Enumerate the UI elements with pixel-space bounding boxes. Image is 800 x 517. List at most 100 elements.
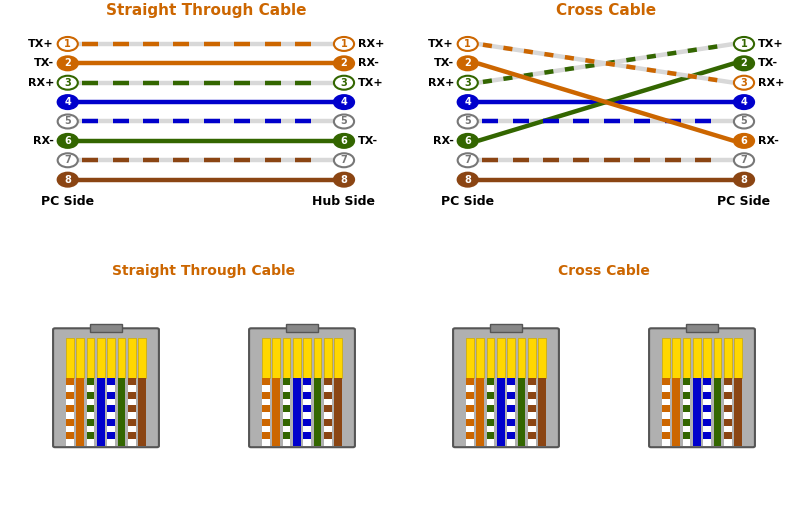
Circle shape xyxy=(734,56,754,70)
Bar xyxy=(262,412,270,419)
Bar xyxy=(66,399,74,405)
Bar xyxy=(76,338,84,378)
Bar xyxy=(282,385,290,392)
Bar xyxy=(303,419,311,425)
Bar xyxy=(128,385,136,392)
Bar xyxy=(324,399,332,405)
Bar xyxy=(466,425,474,432)
Bar xyxy=(528,412,536,419)
Text: 6: 6 xyxy=(464,136,471,146)
Circle shape xyxy=(334,56,354,70)
Bar xyxy=(682,392,690,399)
Bar xyxy=(486,439,494,446)
Bar xyxy=(293,338,301,378)
Bar xyxy=(538,338,546,378)
Bar xyxy=(128,405,136,412)
Bar xyxy=(507,385,515,392)
Circle shape xyxy=(458,56,478,70)
Bar xyxy=(662,378,670,385)
Text: Straight Through Cable: Straight Through Cable xyxy=(113,264,295,279)
Circle shape xyxy=(734,37,754,51)
Bar xyxy=(66,439,74,446)
Text: Cross Cable: Cross Cable xyxy=(558,264,650,279)
Text: TX-: TX- xyxy=(34,58,54,68)
Bar xyxy=(324,392,332,399)
Text: RX-: RX- xyxy=(433,136,454,146)
Bar xyxy=(724,385,732,392)
Bar xyxy=(86,405,94,412)
Bar xyxy=(128,338,136,378)
Bar xyxy=(486,385,494,392)
Bar xyxy=(466,412,474,419)
Bar xyxy=(714,378,722,446)
Circle shape xyxy=(734,95,754,109)
Bar xyxy=(118,338,126,378)
Bar xyxy=(107,399,115,405)
Text: Straight Through Cable: Straight Through Cable xyxy=(106,3,306,18)
Bar xyxy=(682,399,690,405)
Text: TX-: TX- xyxy=(758,58,778,68)
Bar xyxy=(324,412,332,419)
Bar xyxy=(66,338,74,378)
Text: 7: 7 xyxy=(464,155,471,165)
Bar xyxy=(507,338,515,378)
Bar xyxy=(507,392,515,399)
Bar xyxy=(466,399,474,405)
Text: RX-: RX- xyxy=(358,58,378,68)
Bar xyxy=(734,338,742,378)
Bar xyxy=(682,385,690,392)
Bar xyxy=(107,405,115,412)
Bar xyxy=(486,425,494,432)
Bar xyxy=(107,385,115,392)
Bar xyxy=(86,392,94,399)
Bar xyxy=(703,432,711,439)
Bar xyxy=(490,324,522,332)
Bar xyxy=(734,378,742,446)
Bar xyxy=(282,399,290,405)
Bar xyxy=(107,412,115,419)
Text: Hub Side: Hub Side xyxy=(313,195,375,208)
Bar xyxy=(86,425,94,432)
Bar xyxy=(303,399,311,405)
Bar xyxy=(662,405,670,412)
Bar xyxy=(724,432,732,439)
Bar xyxy=(476,378,484,446)
Bar xyxy=(66,392,74,399)
Bar xyxy=(724,378,732,385)
Bar xyxy=(662,338,670,378)
Bar xyxy=(682,432,690,439)
Text: 1: 1 xyxy=(741,39,747,49)
Text: 4: 4 xyxy=(464,97,471,107)
Bar xyxy=(118,378,126,446)
Bar xyxy=(528,425,536,432)
Bar xyxy=(724,412,732,419)
Bar xyxy=(97,338,105,378)
Text: RX-: RX- xyxy=(33,136,54,146)
Text: 5: 5 xyxy=(464,116,471,127)
Bar xyxy=(86,419,94,425)
Bar xyxy=(486,419,494,425)
Circle shape xyxy=(58,173,78,187)
Bar xyxy=(693,338,701,378)
Bar xyxy=(334,338,342,378)
Bar xyxy=(138,338,146,378)
Circle shape xyxy=(458,173,478,187)
Bar xyxy=(262,419,270,425)
Bar xyxy=(507,432,515,439)
Bar xyxy=(682,405,690,412)
FancyBboxPatch shape xyxy=(249,328,355,447)
Bar xyxy=(314,338,322,378)
Bar xyxy=(303,385,311,392)
Circle shape xyxy=(58,56,78,70)
Text: 6: 6 xyxy=(741,136,747,146)
Bar xyxy=(528,378,536,385)
Bar xyxy=(262,385,270,392)
Bar xyxy=(682,419,690,425)
Bar xyxy=(486,399,494,405)
Bar xyxy=(507,378,515,385)
Circle shape xyxy=(458,153,478,167)
Bar xyxy=(86,412,94,419)
Bar xyxy=(66,405,74,412)
Bar xyxy=(528,432,536,439)
Bar xyxy=(66,412,74,419)
